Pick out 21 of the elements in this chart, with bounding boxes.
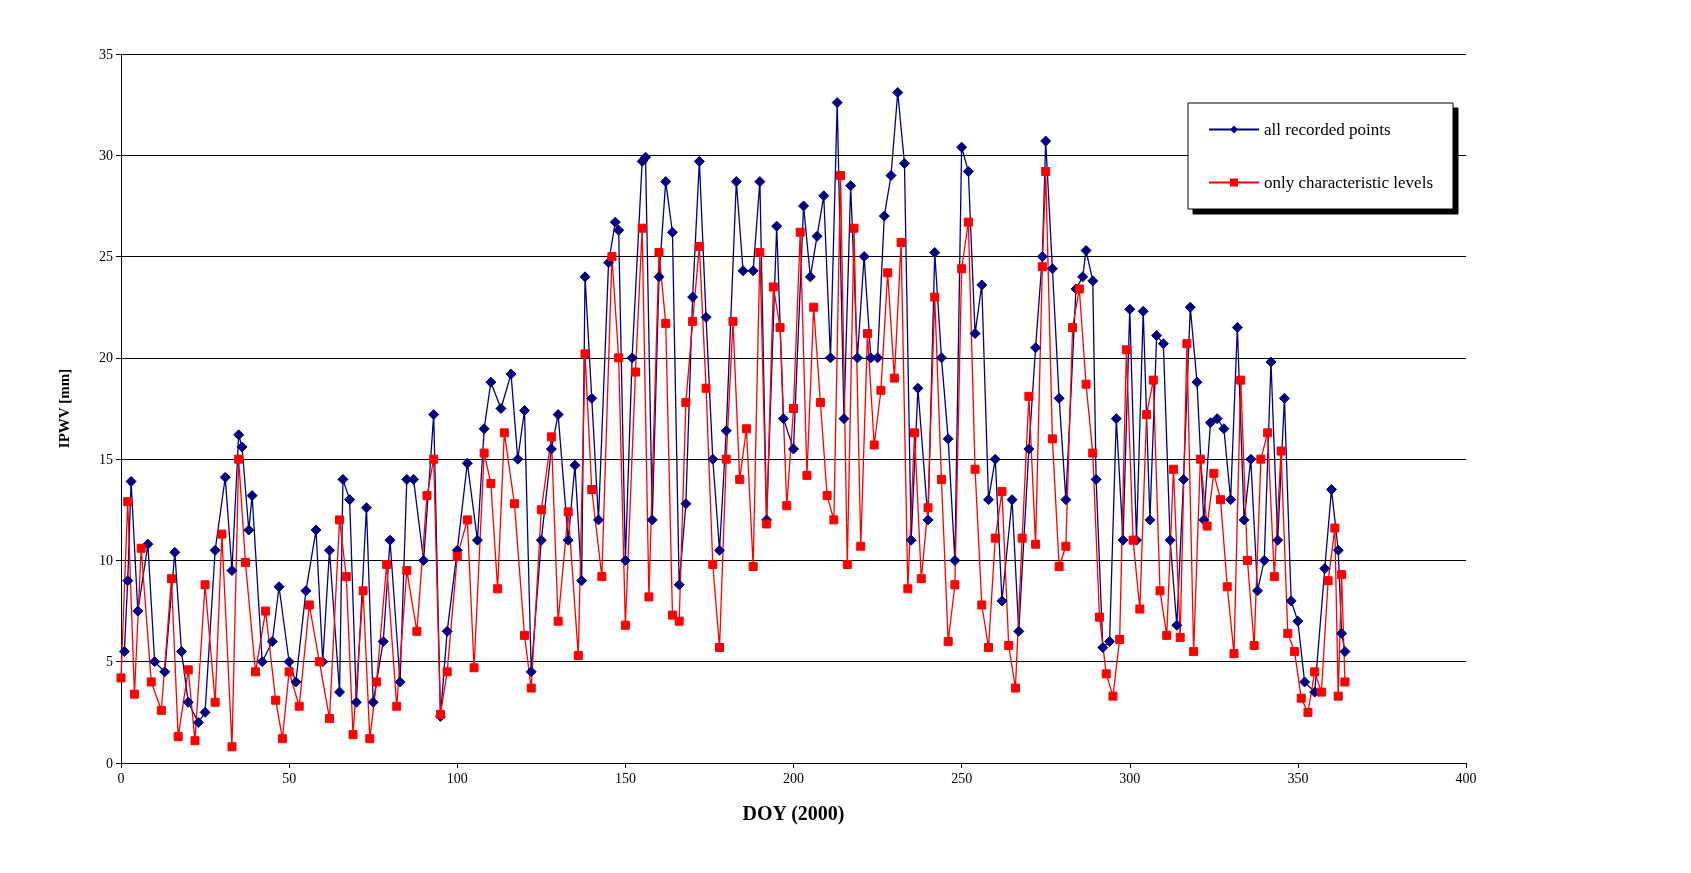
- y-tick-label: 20: [99, 350, 113, 366]
- x-tick-label: 50: [282, 770, 297, 786]
- y-tick-label: 5: [106, 654, 113, 670]
- x-tick-label: 0: [117, 770, 125, 786]
- y-tick-label: 25: [99, 249, 113, 265]
- x-tick-label: 300: [1119, 770, 1141, 786]
- y-tick-label: 30: [99, 147, 113, 163]
- legend-label: all recorded points: [1264, 120, 1391, 139]
- x-tick-label: 400: [1455, 770, 1477, 786]
- y-tick-label: 0: [106, 755, 113, 771]
- x-tick-label: 350: [1287, 770, 1309, 786]
- x-tick-label: 200: [783, 770, 804, 786]
- x-tick-label: 150: [614, 770, 636, 786]
- y-tick-label: 10: [99, 552, 113, 568]
- x-axis-title: DOY (2000): [742, 802, 845, 825]
- y-tick-label: 35: [99, 46, 113, 62]
- legend-label: only characteristic levels: [1264, 173, 1434, 192]
- y-axis-title: IPWV [mm]: [55, 368, 72, 449]
- x-tick-label: 100: [446, 770, 468, 786]
- y-tick-label: 15: [99, 451, 113, 467]
- x-tick-label: 250: [951, 770, 973, 786]
